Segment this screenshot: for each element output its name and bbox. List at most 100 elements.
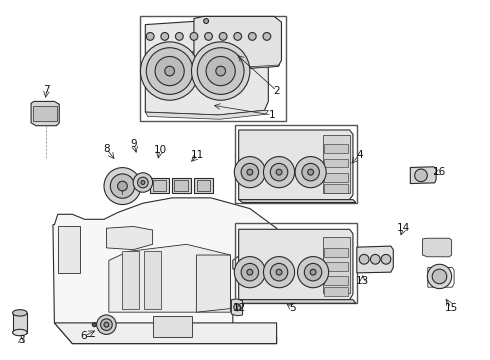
- Circle shape: [276, 169, 282, 175]
- Circle shape: [197, 48, 244, 94]
- Bar: [324, 158, 347, 167]
- Bar: [192, 51, 211, 73]
- Circle shape: [241, 264, 259, 281]
- Text: 12: 12: [233, 303, 246, 313]
- Text: 4: 4: [356, 150, 363, 160]
- Polygon shape: [422, 238, 452, 257]
- Circle shape: [295, 157, 326, 188]
- Text: 10: 10: [153, 145, 167, 155]
- Circle shape: [161, 32, 169, 40]
- Circle shape: [110, 174, 135, 198]
- Circle shape: [263, 32, 271, 40]
- Polygon shape: [144, 251, 161, 309]
- Bar: [172, 178, 191, 193]
- Text: 7: 7: [43, 85, 50, 95]
- Circle shape: [104, 168, 141, 204]
- Circle shape: [310, 269, 316, 275]
- Polygon shape: [122, 251, 140, 309]
- Polygon shape: [109, 244, 230, 312]
- Bar: [324, 276, 347, 285]
- Circle shape: [270, 264, 288, 281]
- Bar: [197, 180, 211, 191]
- Polygon shape: [106, 226, 152, 249]
- Circle shape: [138, 177, 148, 188]
- Circle shape: [234, 32, 242, 40]
- Circle shape: [165, 66, 174, 76]
- Polygon shape: [146, 111, 269, 119]
- Bar: [235, 223, 357, 303]
- Circle shape: [370, 255, 380, 264]
- Circle shape: [234, 157, 266, 188]
- Polygon shape: [196, 255, 230, 312]
- Bar: [195, 178, 213, 193]
- Circle shape: [432, 269, 447, 284]
- Circle shape: [308, 169, 314, 175]
- Text: 14: 14: [397, 223, 410, 233]
- Circle shape: [264, 257, 294, 288]
- Polygon shape: [231, 299, 243, 316]
- Text: 5: 5: [289, 303, 296, 313]
- Bar: [324, 144, 347, 153]
- Polygon shape: [239, 200, 356, 203]
- Circle shape: [359, 255, 369, 264]
- Circle shape: [247, 269, 253, 275]
- Circle shape: [118, 181, 127, 191]
- Circle shape: [264, 157, 294, 188]
- Bar: [324, 262, 347, 271]
- Polygon shape: [53, 198, 276, 343]
- Polygon shape: [239, 300, 356, 303]
- Text: 6: 6: [80, 332, 87, 342]
- Text: 9: 9: [131, 139, 138, 149]
- Circle shape: [204, 19, 209, 23]
- Circle shape: [270, 163, 288, 181]
- Bar: [13, 313, 27, 333]
- Circle shape: [141, 42, 199, 100]
- Text: 13: 13: [356, 276, 369, 286]
- Bar: [324, 287, 347, 296]
- Circle shape: [381, 255, 391, 264]
- Polygon shape: [31, 102, 59, 126]
- Bar: [324, 184, 347, 193]
- Bar: [152, 180, 166, 191]
- Polygon shape: [357, 246, 393, 273]
- Circle shape: [219, 32, 227, 40]
- Polygon shape: [194, 17, 281, 71]
- Bar: [33, 106, 57, 121]
- Polygon shape: [146, 20, 269, 115]
- Circle shape: [155, 57, 184, 86]
- Bar: [150, 178, 169, 193]
- Polygon shape: [239, 229, 353, 300]
- Circle shape: [100, 319, 112, 330]
- Polygon shape: [410, 167, 436, 184]
- Circle shape: [190, 32, 198, 40]
- Circle shape: [248, 32, 256, 40]
- Bar: [324, 248, 347, 257]
- Circle shape: [97, 315, 116, 334]
- Bar: [174, 180, 188, 191]
- Text: 3: 3: [18, 335, 24, 345]
- Circle shape: [147, 32, 154, 40]
- Text: 8: 8: [103, 144, 110, 154]
- Circle shape: [302, 163, 319, 181]
- Text: 1: 1: [269, 110, 275, 120]
- Circle shape: [205, 32, 213, 40]
- Circle shape: [147, 48, 193, 94]
- Circle shape: [247, 169, 253, 175]
- Circle shape: [141, 181, 145, 184]
- Circle shape: [92, 323, 96, 327]
- Circle shape: [192, 42, 250, 100]
- Bar: [141, 16, 286, 121]
- Circle shape: [234, 257, 266, 288]
- Circle shape: [241, 163, 259, 181]
- Circle shape: [133, 173, 152, 192]
- Text: 15: 15: [444, 303, 458, 313]
- Ellipse shape: [13, 329, 27, 336]
- Circle shape: [415, 169, 427, 182]
- Bar: [323, 237, 349, 293]
- Polygon shape: [152, 316, 192, 337]
- Bar: [323, 135, 349, 193]
- Circle shape: [276, 269, 282, 275]
- Text: 16: 16: [433, 167, 446, 177]
- Circle shape: [234, 304, 241, 311]
- Text: 11: 11: [191, 150, 204, 160]
